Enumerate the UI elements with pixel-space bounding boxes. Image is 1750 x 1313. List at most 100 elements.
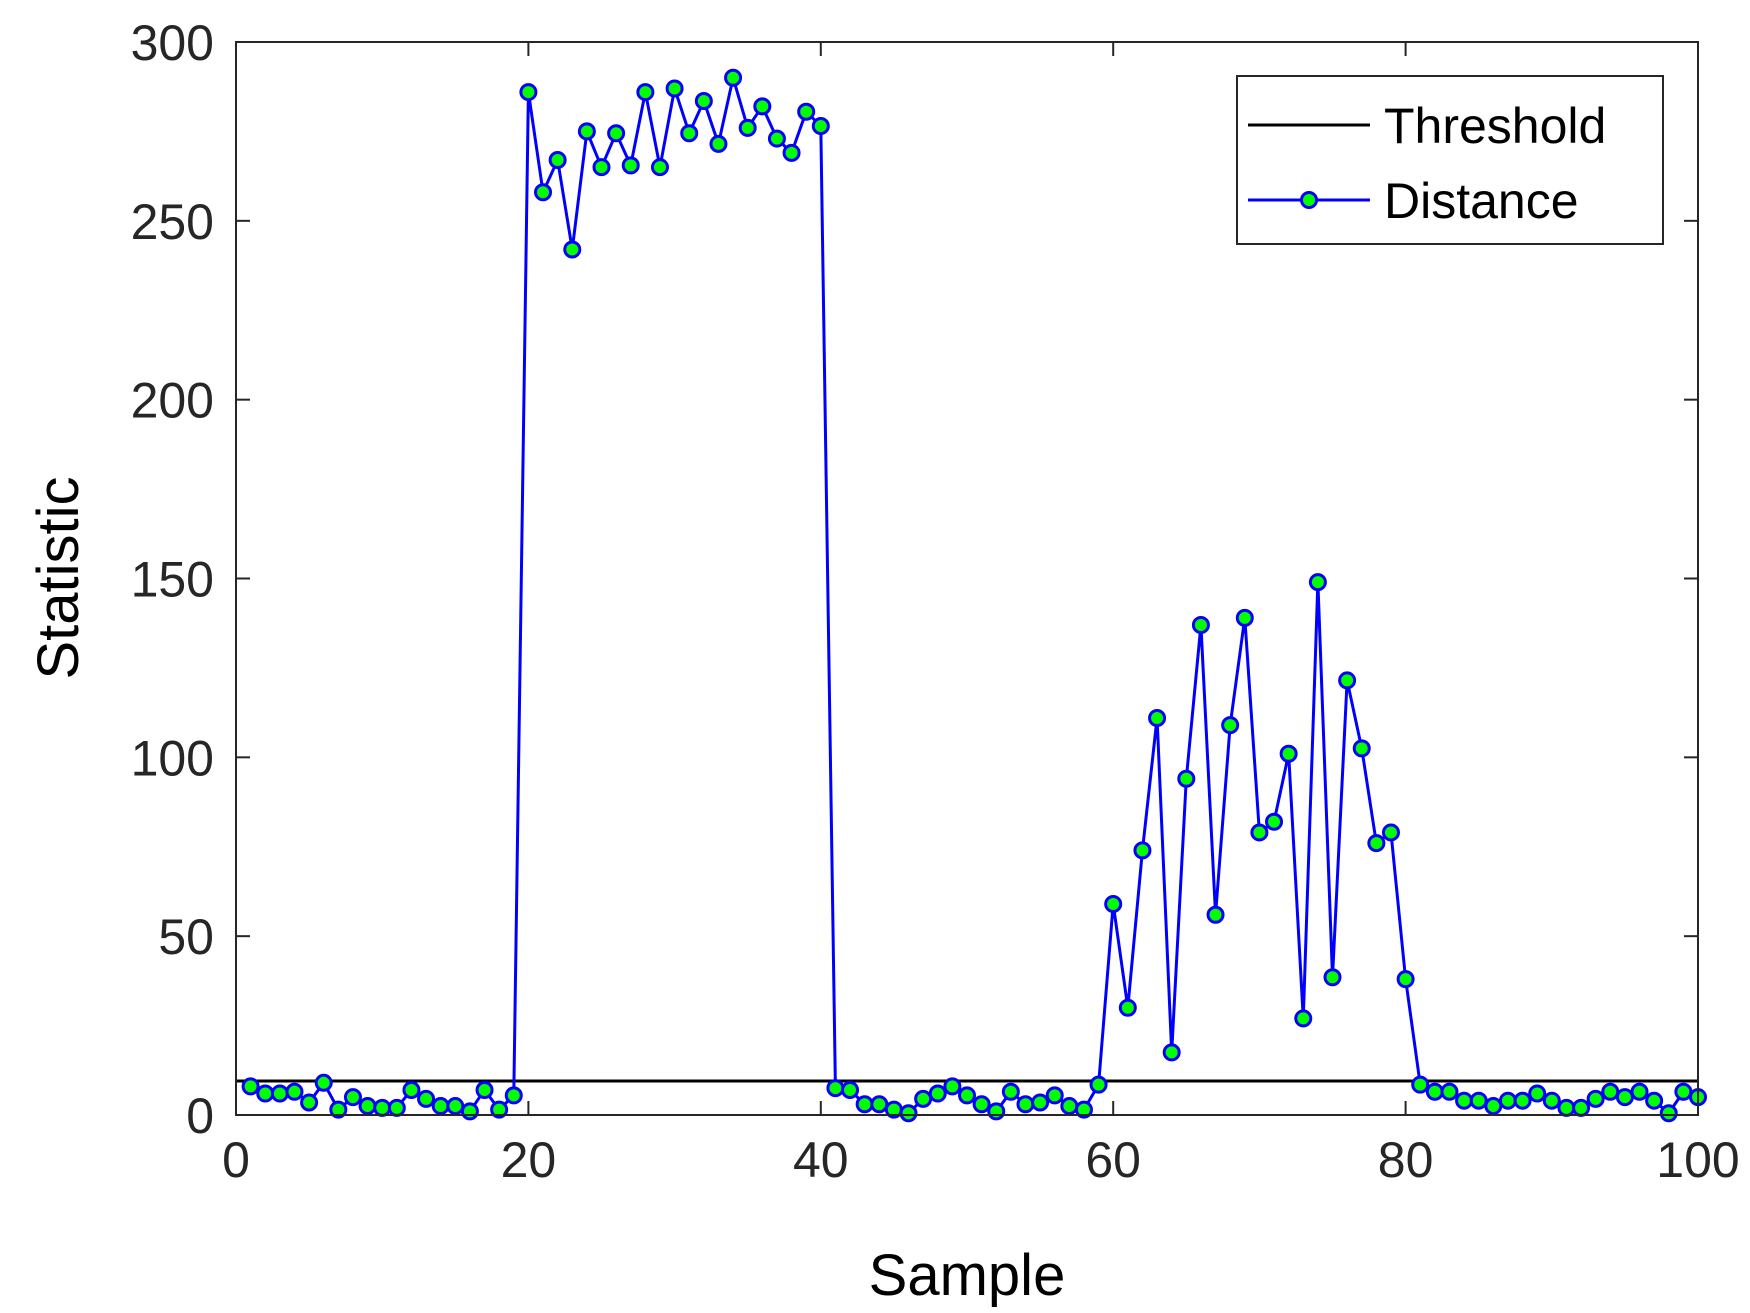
data-point-distance-73 — [1294, 1009, 1313, 1028]
x-tick-label-1: 20 — [501, 1132, 557, 1188]
x-tick-label-4: 80 — [1378, 1132, 1434, 1188]
data-point-distance-30 — [665, 79, 684, 98]
data-point-distance-79 — [1381, 823, 1400, 842]
legend-box — [1236, 75, 1664, 245]
y-tick-label-3: 150 — [131, 552, 214, 608]
data-point-distance-44 — [870, 1095, 889, 1114]
data-point-distance-66 — [1191, 616, 1210, 634]
data-point-distance-21 — [534, 183, 553, 202]
data-point-distance-46 — [899, 1104, 918, 1123]
data-point-distance-17 — [475, 1080, 494, 1099]
data-point-distance-57 — [1060, 1097, 1079, 1116]
x-axis-label: Sample — [869, 1243, 1066, 1308]
data-point-distance-74 — [1308, 573, 1327, 592]
data-point-distance-37 — [767, 129, 786, 148]
x-tick-label-0: 0 — [222, 1132, 250, 1188]
data-point-distance-77 — [1352, 739, 1371, 758]
data-point-distance-60 — [1104, 894, 1123, 913]
data-point-distance-96 — [1630, 1082, 1649, 1101]
legend: Threshold Distance — [1236, 75, 1664, 245]
data-point-distance-68 — [1221, 716, 1240, 735]
data-point-distance-55 — [1031, 1093, 1050, 1112]
data-point-distance-38 — [782, 143, 801, 162]
data-point-distance-99 — [1674, 1082, 1693, 1101]
x-tick-label-2: 40 — [793, 1132, 849, 1188]
data-point-distance-14 — [431, 1097, 450, 1116]
y-tick-label-6: 300 — [131, 15, 214, 71]
data-point-distance-28 — [636, 83, 655, 102]
y-tick-label-2: 100 — [131, 730, 214, 786]
data-point-distance-80 — [1396, 970, 1415, 989]
data-point-distance-39 — [797, 102, 816, 121]
data-point-distance-54 — [1016, 1095, 1035, 1114]
data-point-distance-31 — [680, 124, 699, 143]
data-point-distance-33 — [709, 134, 728, 153]
data-point-distance-61 — [1118, 998, 1137, 1017]
data-point-distance-69 — [1235, 608, 1254, 627]
data-point-distance-75 — [1323, 968, 1342, 987]
data-point-distance-51 — [972, 1095, 991, 1114]
data-point-distance-43 — [855, 1095, 874, 1114]
data-point-distance-41 — [826, 1079, 845, 1098]
data-point-distance-92 — [1572, 1098, 1591, 1117]
x-axis-ticks: 0 20 40 60 80 100 — [222, 42, 1740, 1188]
data-point-distance-9 — [358, 1097, 377, 1116]
data-point-distance-86 — [1484, 1097, 1503, 1116]
data-point-distance-20 — [519, 83, 538, 102]
data-point-distance-25 — [592, 158, 611, 177]
data-point-distance-13 — [417, 1089, 436, 1108]
legend-distance-marker — [1300, 191, 1318, 209]
data-point-distance-72 — [1279, 744, 1298, 763]
data-point-distance-64 — [1162, 1043, 1181, 1062]
data-point-distance-91 — [1557, 1098, 1576, 1117]
data-point-distance-23 — [563, 240, 582, 259]
series-layer — [236, 68, 1707, 1123]
data-point-distance-27 — [621, 156, 640, 175]
data-point-distance-35 — [738, 118, 757, 137]
data-point-distance-8 — [343, 1088, 362, 1107]
y-tick-label-1: 50 — [158, 909, 214, 965]
data-point-distance-71 — [1265, 812, 1284, 831]
data-point-distance-49 — [943, 1077, 962, 1096]
data-point-distance-58 — [1074, 1100, 1093, 1119]
data-point-distance-15 — [446, 1097, 465, 1116]
data-point-distance-7 — [329, 1100, 348, 1119]
data-point-distance-62 — [1133, 841, 1152, 860]
data-point-distance-36 — [753, 97, 772, 116]
data-point-distance-47 — [914, 1089, 933, 1108]
data-point-distance-94 — [1601, 1082, 1620, 1101]
data-point-distance-63 — [1148, 708, 1167, 727]
data-point-distance-78 — [1367, 834, 1386, 853]
y-tick-label-5: 250 — [131, 194, 214, 250]
data-point-distance-6 — [314, 1073, 333, 1092]
data-point-distance-67 — [1206, 905, 1225, 924]
y-tick-label-4: 200 — [131, 373, 214, 429]
data-point-distance-98 — [1659, 1104, 1678, 1123]
data-point-distance-1 — [241, 1077, 260, 1096]
data-point-distance-12 — [402, 1080, 421, 1099]
y-axis-label: Statistic — [26, 476, 91, 679]
data-point-distance-90 — [1542, 1091, 1561, 1110]
data-point-distance-81 — [1411, 1075, 1430, 1094]
data-point-distance-87 — [1498, 1091, 1517, 1110]
data-point-distance-10 — [373, 1098, 392, 1117]
data-point-distance-95 — [1615, 1088, 1634, 1107]
data-point-distance-11 — [387, 1098, 406, 1117]
data-point-distance-53 — [1001, 1082, 1020, 1101]
data-point-distance-50 — [958, 1086, 976, 1105]
x-tick-label-3: 60 — [1085, 1132, 1141, 1188]
data-point-distance-89 — [1528, 1084, 1547, 1103]
y-tick-label-0: 0 — [186, 1088, 214, 1144]
data-point-distance-3 — [270, 1084, 289, 1103]
legend-threshold-label: Threshold — [1384, 98, 1606, 154]
data-point-distance-59 — [1089, 1075, 1108, 1094]
data-point-distance-65 — [1177, 769, 1196, 788]
data-point-distance-84 — [1455, 1091, 1474, 1110]
data-point-distance-29 — [650, 158, 669, 177]
data-point-distance-24 — [577, 122, 596, 141]
data-point-distance-42 — [841, 1080, 860, 1099]
data-point-distance-34 — [724, 68, 743, 87]
legend-distance-label: Distance — [1384, 173, 1579, 229]
data-point-distance-26 — [607, 124, 626, 143]
